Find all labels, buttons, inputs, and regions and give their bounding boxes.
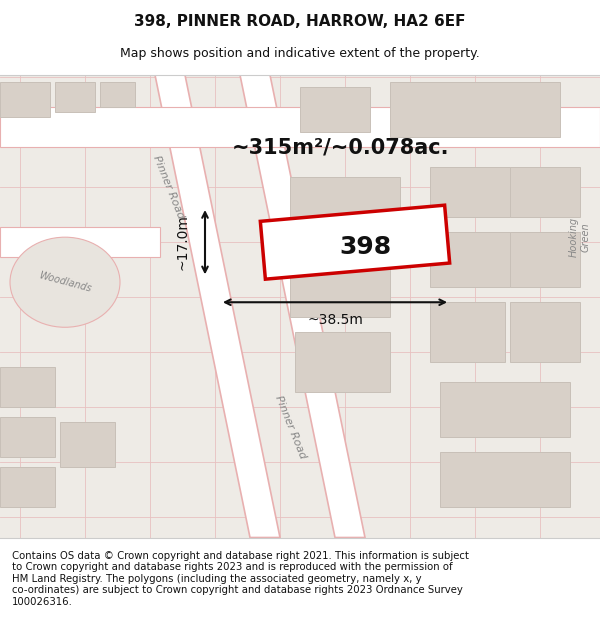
Bar bbox=[510, 232, 580, 288]
Text: Pinner Road: Pinner Road bbox=[151, 154, 185, 220]
Bar bbox=[0, 468, 55, 508]
Text: 398, PINNER ROAD, HARROW, HA2 6EF: 398, PINNER ROAD, HARROW, HA2 6EF bbox=[134, 14, 466, 29]
Polygon shape bbox=[155, 75, 280, 538]
Bar bbox=[430, 167, 510, 217]
Bar bbox=[0, 368, 55, 408]
Bar bbox=[100, 82, 135, 107]
Polygon shape bbox=[260, 205, 449, 279]
Bar bbox=[290, 253, 390, 318]
Bar bbox=[0, 418, 55, 457]
Bar bbox=[290, 177, 400, 237]
Text: Map shows position and indicative extent of the property.: Map shows position and indicative extent… bbox=[120, 48, 480, 61]
Bar bbox=[0, 82, 50, 117]
Bar bbox=[60, 422, 115, 468]
Text: ~17.0m: ~17.0m bbox=[176, 214, 190, 270]
Text: 398: 398 bbox=[339, 235, 391, 259]
Bar bbox=[430, 302, 505, 362]
Text: Hooking
Green: Hooking Green bbox=[569, 217, 591, 258]
Text: Woodlands: Woodlands bbox=[38, 271, 92, 294]
Bar bbox=[440, 382, 570, 438]
Bar bbox=[510, 167, 580, 217]
Text: ~315m²/~0.078ac.: ~315m²/~0.078ac. bbox=[231, 137, 449, 157]
Text: ~38.5m: ~38.5m bbox=[307, 313, 363, 328]
Bar bbox=[0, 107, 600, 147]
Bar bbox=[510, 302, 580, 362]
Bar bbox=[295, 332, 390, 392]
Text: Contains OS data © Crown copyright and database right 2021. This information is : Contains OS data © Crown copyright and d… bbox=[12, 551, 469, 607]
Bar bbox=[430, 232, 510, 288]
Polygon shape bbox=[240, 75, 365, 538]
Bar bbox=[390, 82, 560, 137]
Text: Pinner Road: Pinner Road bbox=[273, 394, 307, 461]
Ellipse shape bbox=[10, 237, 120, 328]
Bar bbox=[55, 82, 95, 112]
Bar bbox=[440, 452, 570, 508]
Polygon shape bbox=[0, 227, 160, 258]
Bar bbox=[300, 87, 370, 132]
